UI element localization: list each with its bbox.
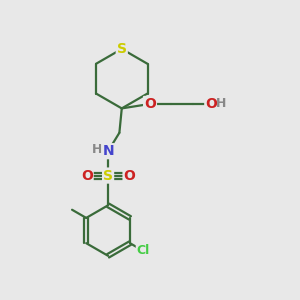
Text: O: O xyxy=(124,169,135,183)
Text: S: S xyxy=(103,169,113,183)
Text: H: H xyxy=(216,98,226,110)
Text: N: N xyxy=(102,144,114,158)
Text: Cl: Cl xyxy=(137,244,150,257)
Text: S: S xyxy=(117,42,127,56)
Text: O: O xyxy=(81,169,93,183)
Text: H: H xyxy=(92,143,102,156)
Text: O: O xyxy=(144,97,156,111)
Text: O: O xyxy=(205,97,217,111)
